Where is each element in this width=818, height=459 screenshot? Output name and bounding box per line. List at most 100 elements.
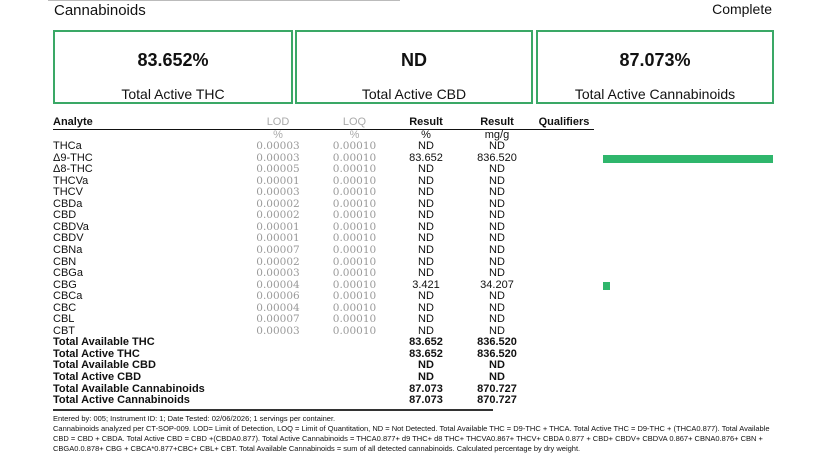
analyte-name: Δ8-THC	[53, 163, 93, 176]
summary-label: Total Active THC	[121, 86, 225, 102]
total-pct: ND	[418, 371, 434, 384]
loq-value: 0.00010	[332, 255, 377, 268]
qualifier-bar	[603, 281, 610, 290]
total-name: Total Available THC	[53, 336, 155, 349]
lod-value: 0.00003	[256, 324, 300, 337]
table-row: Δ8-THC 0.00005 0.00010 ND ND	[53, 164, 594, 176]
total-row: Total Active Cannabinoids 87.073 870.727	[53, 395, 594, 407]
result-pct: ND	[418, 313, 434, 326]
summary-label: Total Active CBD	[361, 86, 467, 102]
empty-cell	[534, 337, 594, 349]
lod-value: 0.00005	[256, 163, 300, 176]
qualifier	[534, 291, 594, 303]
total-row: Total Active CBD ND ND	[53, 371, 594, 384]
result-mg: ND	[489, 324, 505, 337]
lod-value: 0.00003	[256, 186, 300, 199]
result-pct: ND	[418, 209, 434, 222]
loq-value: 0.00010	[332, 197, 377, 210]
total-pct: 87.073	[409, 382, 443, 395]
qualifier	[534, 199, 594, 211]
loq-value: 0.00010	[332, 174, 377, 187]
result-pct: 83.652	[409, 151, 443, 164]
analyte-name: CBC	[53, 301, 77, 314]
total-pct: 83.652	[409, 336, 443, 349]
empty-cell	[239, 349, 317, 361]
result-pct: 3.421	[412, 278, 440, 291]
result-pct: ND	[418, 186, 434, 199]
col-analyte: Analyte	[53, 116, 239, 130]
empty-cell	[534, 372, 594, 384]
total-mg: ND	[489, 371, 505, 384]
analyte-name: THCVa	[53, 174, 89, 187]
empty-cell	[239, 384, 317, 396]
lod-value: 0.00001	[256, 174, 300, 187]
loq-value: 0.00010	[332, 267, 377, 280]
status-label: Complete	[712, 1, 772, 17]
summary-label: Total Active Cannabinoids	[574, 86, 736, 102]
empty-cell	[317, 360, 392, 372]
qualifier	[534, 303, 594, 315]
total-mg: 836.520	[477, 336, 517, 349]
loq-value: 0.00010	[332, 301, 377, 314]
result-pct: ND	[418, 255, 434, 268]
result-mg: ND	[489, 290, 505, 303]
result-pct: ND	[418, 197, 434, 210]
table-row: Δ9-THC 0.00003 0.00010 83.652 836.520	[53, 151, 594, 165]
col-result-pct: Result	[392, 116, 460, 130]
empty-cell	[534, 395, 594, 407]
result-mg: 836.520	[477, 151, 517, 164]
table-row: THCa 0.00003 0.00010 ND ND	[53, 141, 594, 153]
total-mg: ND	[489, 359, 505, 372]
lod-value: 0.00006	[256, 290, 300, 303]
notes-line-1: Entered by: 005; Instrument ID: 1; Date …	[53, 414, 336, 423]
empty-cell	[534, 384, 594, 396]
result-mg: ND	[489, 140, 505, 153]
loq-value: 0.00010	[332, 140, 377, 153]
lod-value: 0.00002	[256, 255, 300, 268]
header-rule	[48, 0, 400, 1]
lod-value: 0.00004	[256, 278, 300, 291]
result-mg: ND	[489, 197, 505, 210]
qualifier	[534, 210, 594, 222]
loq-value: 0.00010	[332, 313, 377, 326]
total-pct: 83.652	[409, 347, 443, 360]
qualifier	[534, 326, 594, 338]
analyte-name: CBN	[53, 255, 77, 268]
lod-value: 0.00002	[256, 197, 300, 210]
table-row: THCV 0.00003 0.00010 ND ND	[53, 187, 594, 199]
lod-value: 0.00003	[256, 151, 300, 164]
lod-value: 0.00007	[256, 244, 300, 257]
result-mg: ND	[489, 313, 505, 326]
analyte-name: CBDVa	[53, 220, 89, 233]
empty-cell	[317, 372, 392, 384]
result-pct: ND	[418, 244, 434, 257]
result-mg: ND	[489, 209, 505, 222]
qualifier	[534, 176, 594, 188]
qualifier	[534, 222, 594, 234]
summary-total-active-thc: 83.652% Total Active THC	[53, 30, 293, 104]
table-row: CBN 0.00002 0.00010 ND ND	[53, 255, 594, 269]
section-title: Cannabinoids	[54, 2, 146, 19]
qualifier	[534, 268, 594, 280]
analyte-name: CBCa	[53, 290, 83, 303]
empty-cell	[534, 349, 594, 361]
empty-cell	[239, 337, 317, 349]
footer-rule	[53, 409, 493, 411]
result-pct: ND	[418, 174, 434, 187]
empty-cell	[317, 349, 392, 361]
result-pct: ND	[418, 267, 434, 280]
loq-value: 0.00010	[332, 209, 377, 222]
loq-value: 0.00010	[332, 186, 377, 199]
result-pct: ND	[418, 301, 434, 314]
qualifier	[534, 257, 594, 269]
empty-cell	[317, 395, 392, 407]
method-notes: Entered by: 005; Instrument ID: 1; Date …	[53, 414, 773, 454]
result-mg: ND	[489, 186, 505, 199]
result-pct: ND	[418, 290, 434, 303]
total-name: Total Available CBD	[53, 359, 156, 372]
loq-value: 0.00010	[332, 220, 377, 233]
summary-total-active-cannabinoids: 87.073% Total Active Cannabinoids	[536, 30, 774, 104]
result-mg: 34.207	[480, 278, 514, 291]
total-row: Total Available THC 83.652 836.520	[53, 337, 594, 349]
result-mg: ND	[489, 255, 505, 268]
